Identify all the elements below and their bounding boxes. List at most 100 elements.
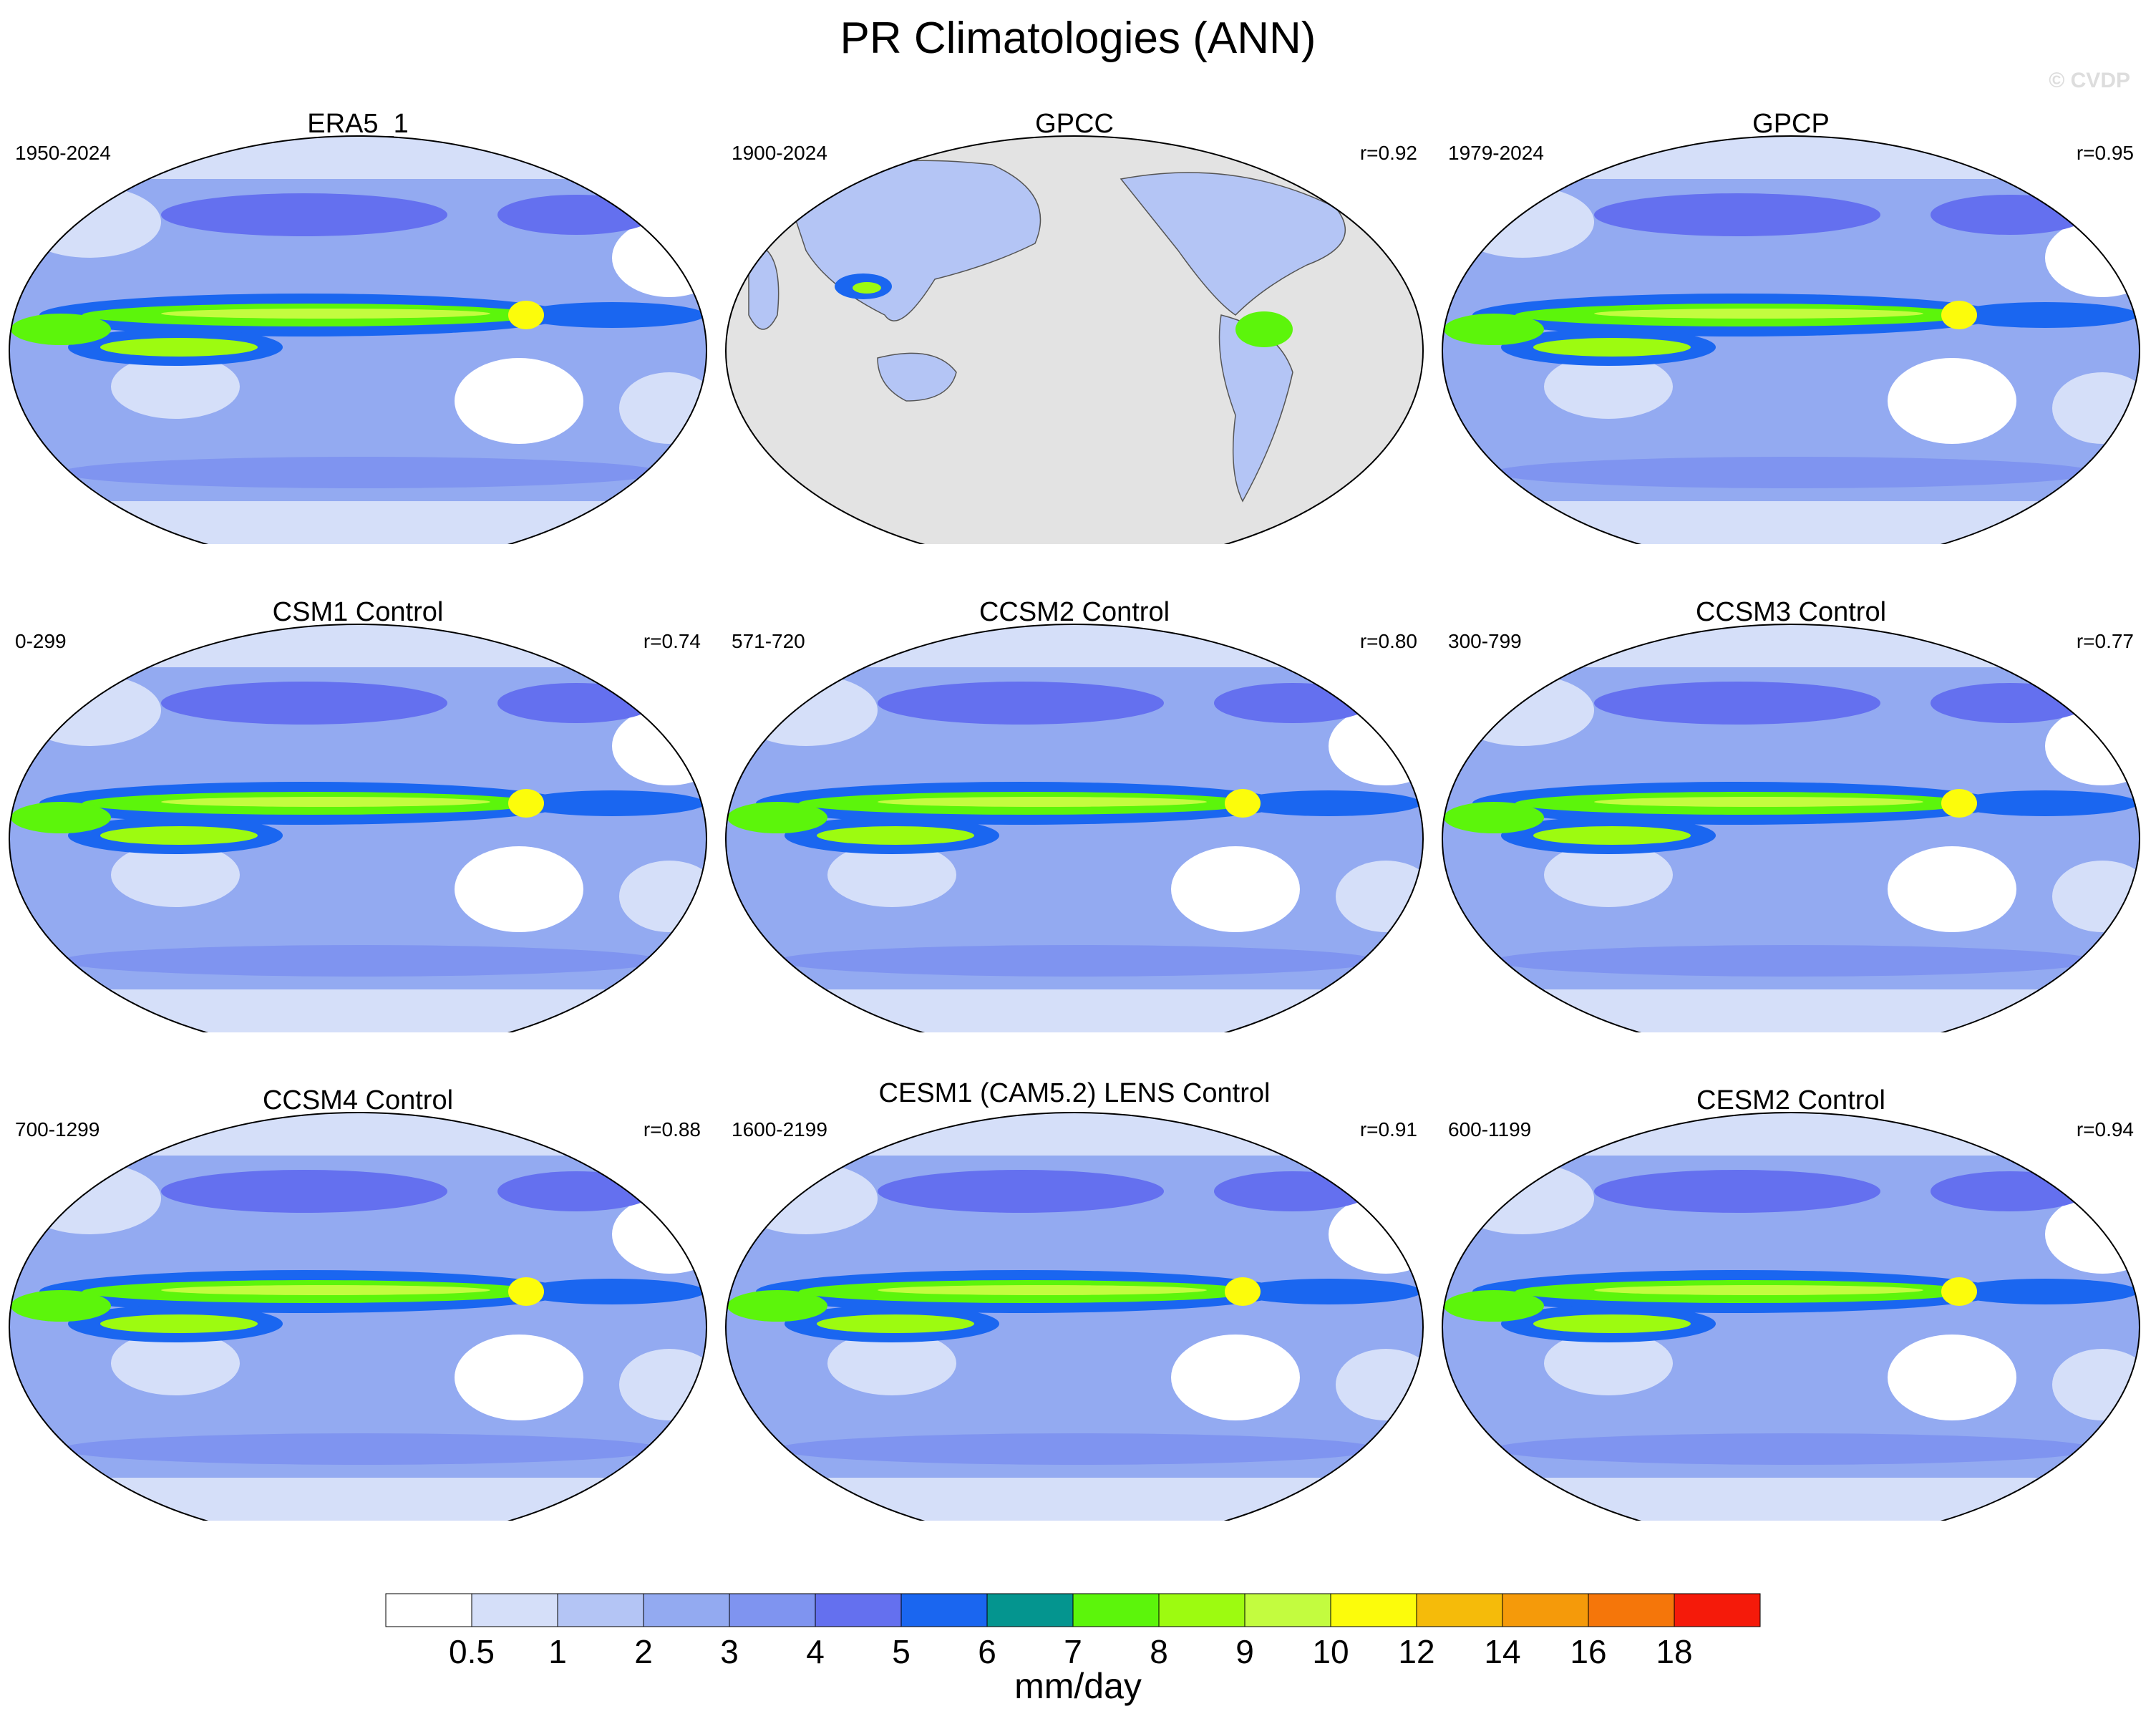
indian-ocean-band — [1444, 802, 1544, 833]
map-outline — [725, 135, 1424, 544]
colorbar-tick-label: 2 — [634, 1633, 653, 1670]
indian-ocean-band — [11, 1290, 111, 1322]
dry-zone — [1451, 674, 1594, 746]
atlantic-itcz — [1952, 790, 2138, 816]
polar-region — [1442, 624, 2140, 667]
map-panel: CSM1 Control 0-299 r=0.74 — [4, 589, 712, 1032]
storm-track — [1594, 1170, 1880, 1213]
panel-correlation: r=0.94 — [2076, 1118, 2134, 1140]
atlantic-itcz — [1235, 790, 1422, 816]
storm-track — [497, 1171, 655, 1211]
dry-zone — [1544, 843, 1673, 907]
storm-track — [1494, 457, 2095, 488]
panel-title: CCSM3 Control — [1695, 597, 1887, 627]
polar-region — [9, 501, 706, 544]
panel-years: 700-1299 — [15, 1118, 100, 1140]
spcz-band — [100, 1314, 258, 1333]
panel-years: 1600-2199 — [732, 1118, 827, 1140]
storm-track — [777, 945, 1379, 977]
colorbar-swatch — [643, 1593, 730, 1627]
map-panel: CCSM3 Control 300-799 r=0.77 — [1437, 589, 2145, 1032]
itcz-band — [161, 309, 490, 319]
precip-map — [1442, 624, 2140, 1032]
precip-maximum — [508, 789, 544, 818]
panel-title: CSM1 Control — [272, 597, 444, 627]
map-background — [726, 136, 1423, 544]
colorbar-swatch — [1072, 1593, 1160, 1627]
atlantic-itcz — [1952, 1279, 2138, 1304]
precip-map — [725, 624, 1424, 1032]
colorbar-swatch — [900, 1593, 988, 1627]
storm-track — [1931, 1171, 2088, 1211]
dry-zone — [1888, 846, 2016, 932]
colorbar-tick-label: 16 — [1570, 1633, 1606, 1670]
storm-track — [1214, 683, 1371, 723]
storm-track — [1214, 1171, 1371, 1211]
precip-map — [9, 624, 707, 1032]
polar-region — [9, 1113, 706, 1156]
spcz-band — [100, 826, 258, 845]
precip-maximum — [1941, 1277, 1977, 1306]
colorbar-tick-label: 1 — [548, 1633, 567, 1670]
dry-zone — [1171, 846, 1300, 932]
colorbar-swatch — [1244, 1593, 1331, 1627]
polar-region — [726, 989, 1423, 1032]
map-outline — [1442, 1112, 2140, 1521]
panel-years: 0-299 — [15, 630, 67, 652]
colorbar-tick-label: 6 — [978, 1633, 996, 1670]
indian-ocean-band — [11, 802, 111, 833]
polar-region — [1442, 136, 2140, 179]
colorbar-swatch — [1502, 1593, 1589, 1627]
storm-track — [61, 1433, 662, 1465]
polar-region — [1442, 989, 2140, 1032]
dry-zone — [18, 186, 161, 258]
atlantic-itcz — [1952, 302, 2138, 328]
precip-maximum — [1235, 311, 1293, 347]
colorbar-swatch — [385, 1593, 472, 1627]
colorbar-swatch — [1588, 1593, 1675, 1627]
figure-title: PR Climatologies (ANN) — [840, 14, 1316, 63]
polar-region — [1442, 1113, 2140, 1156]
polar-region — [1442, 501, 2140, 544]
colorbar-swatch — [471, 1593, 558, 1627]
polar-region — [9, 989, 706, 1032]
colorbar-tick-label: 7 — [1064, 1633, 1082, 1670]
panel-title: CCSM2 Control — [979, 597, 1170, 627]
precip-map — [725, 135, 1424, 544]
storm-track — [497, 195, 655, 235]
storm-track — [1594, 682, 1880, 725]
precip-map — [725, 1112, 1424, 1521]
storm-track — [61, 457, 662, 488]
atlantic-itcz — [519, 1279, 705, 1304]
map-outline — [9, 135, 707, 544]
dry-zone — [1451, 186, 1594, 258]
colorbar-tick-label: 14 — [1484, 1633, 1520, 1670]
atlantic-itcz — [519, 790, 705, 816]
panel-title: CESM1 (CAM5.2) LENS Control — [878, 1078, 1271, 1108]
colorbar-swatch — [815, 1593, 902, 1627]
dry-zone — [827, 843, 956, 907]
map-panel: CESM1 (CAM5.2) LENS Control 1600-2199 r=… — [720, 1077, 1429, 1521]
storm-track — [1494, 945, 2095, 977]
itcz-band — [1594, 797, 1923, 807]
panel-title: GPCP — [1752, 109, 1830, 139]
map-outline — [725, 1112, 1424, 1521]
dry-zone — [111, 843, 240, 907]
polar-region — [9, 624, 706, 667]
dry-zone — [1171, 1335, 1300, 1420]
storm-track — [1931, 683, 2088, 723]
colorbar-swatch — [1416, 1593, 1503, 1627]
colorbar-tick-label: 8 — [1150, 1633, 1168, 1670]
map-panel: ERA5_1 1950-2024 — [4, 100, 712, 544]
spcz-band — [1533, 338, 1691, 357]
colorbar-swatch — [729, 1593, 816, 1627]
colorbar-tick-label: 3 — [720, 1633, 739, 1670]
map-panel: GPCP 1979-2024 r=0.95 — [1437, 100, 2145, 544]
polar-region — [9, 136, 706, 179]
panel-years: 1979-2024 — [1448, 142, 1544, 164]
panel-correlation: r=0.91 — [1359, 1118, 1417, 1140]
panel-years: 1900-2024 — [732, 142, 827, 164]
itcz-band — [1594, 309, 1923, 319]
itcz-band — [878, 1285, 1207, 1295]
precip-maximum — [508, 301, 544, 329]
